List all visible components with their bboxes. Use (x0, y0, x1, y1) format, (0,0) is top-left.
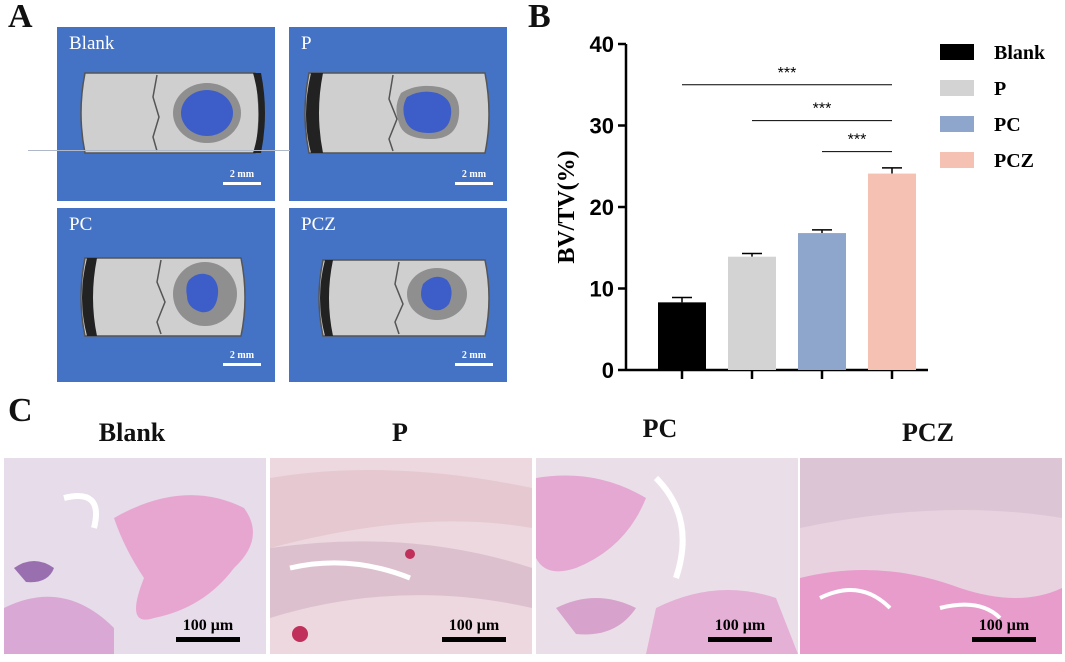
histo-scale-line (708, 637, 772, 642)
ct-scale-bar-pc: 2 mm (223, 350, 261, 366)
significance-label: *** (848, 132, 867, 149)
legend-swatch (940, 44, 974, 60)
tissue-graphic (4, 458, 266, 654)
legend-label: P (994, 78, 1006, 100)
ct-label-blank: Blank (69, 33, 115, 54)
histo-scale-text: 100 μm (714, 617, 766, 634)
tissue-graphic (270, 458, 532, 654)
histo-scale-bar-p: 100 μm (442, 617, 506, 642)
ct-scale-bar-blank: 2 mm (223, 169, 261, 185)
panel-letter-b: B (528, 0, 551, 35)
ct-image-blank: Blank 2 mm (57, 27, 275, 201)
significance-label: *** (778, 65, 797, 82)
ct-label-p: P (301, 33, 312, 54)
bone-scan-graphic (304, 72, 490, 154)
ct-label-pc: PC (69, 214, 93, 235)
bone-scan-graphic (318, 259, 490, 337)
ct-image-pcz: PCZ 2 mm (289, 208, 507, 382)
histo-scale-line (442, 637, 506, 642)
ct-scale-bar-pcz: 2 mm (455, 350, 493, 366)
legend-swatch (940, 116, 974, 132)
bone-scan-graphic (80, 72, 265, 154)
histo-scale-text: 100 μm (448, 617, 500, 634)
histo-scale-line (176, 637, 240, 642)
legend-label: PC (994, 114, 1021, 136)
histo-title-p: P (392, 418, 408, 447)
legend-swatch (940, 80, 974, 96)
tissue-graphic (800, 458, 1062, 654)
legend-label: Blank (994, 42, 1046, 64)
divider-line (28, 150, 290, 151)
histo-title-pc: PC (642, 414, 678, 443)
ct-image-pc: PC 2 mm (57, 208, 275, 382)
histo-scale-bar-pcz: 100 μm (972, 617, 1036, 642)
panel-letter-c: C (8, 392, 33, 429)
bone-scan-graphic (80, 257, 246, 337)
panel-letter-a: A (8, 0, 33, 35)
bar-pc (798, 233, 846, 370)
tissue-graphic (536, 458, 798, 654)
y-tick-label: 20 (590, 195, 614, 220)
ct-image-p: P 2 mm (289, 27, 507, 201)
ct-scale-text: 2 mm (229, 350, 255, 361)
ct-scale-text: 2 mm (461, 169, 487, 180)
histology-image-pc: 100 μm (536, 458, 798, 654)
ct-scale-bar-p: 2 mm (455, 169, 493, 185)
bar-pcz (868, 173, 916, 370)
histology-image-blank: 100 μm (4, 458, 266, 654)
ct-label-pcz: PCZ (301, 214, 336, 235)
histo-scale-text: 100 μm (978, 617, 1030, 634)
legend-label: PCZ (994, 150, 1034, 172)
histo-scale-bar-pc: 100 μm (708, 617, 772, 642)
ct-scale-text: 2 mm (461, 350, 487, 361)
y-tick-label: 10 (590, 277, 614, 302)
ct-scale-line (223, 182, 261, 185)
ct-scale-line (455, 363, 493, 366)
legend-swatch (940, 152, 974, 168)
bar-p (728, 256, 776, 370)
ct-scale-line (455, 182, 493, 185)
histology-image-pcz: 100 μm (800, 458, 1062, 654)
ct-scale-line (223, 363, 261, 366)
y-tick-label: 0 (602, 358, 614, 383)
y-tick-label: 40 (590, 32, 614, 57)
histo-scale-bar-blank: 100 μm (176, 617, 240, 642)
bar-blank (658, 302, 706, 370)
histo-title-blank: Blank (98, 418, 166, 447)
histo-scale-line (972, 637, 1036, 642)
significance-label: *** (813, 101, 832, 118)
histo-title-pcz: PCZ (902, 418, 954, 447)
y-axis-label: BV/TV(%) (554, 150, 580, 263)
histo-scale-text: 100 μm (182, 617, 234, 634)
histology-image-p: 100 μm (270, 458, 532, 654)
bar-chart: 0 10 20 30 40 BV/TV(%) *** *** *** Blank P PC PCZ (554, 32, 1046, 383)
ct-scale-text: 2 mm (229, 169, 255, 180)
y-tick-label: 30 (590, 114, 614, 139)
